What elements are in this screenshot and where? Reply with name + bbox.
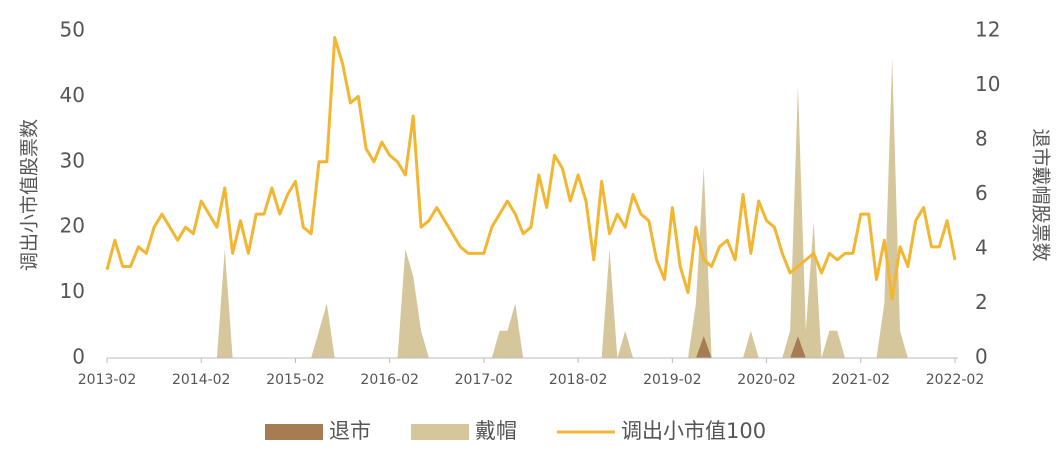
- legend-label: 调出小市值100: [621, 419, 766, 443]
- y2-tick-label: 4: [975, 236, 988, 260]
- x-tick-label: 2017-02: [455, 372, 514, 388]
- x-tick-label: 2022-02: [926, 372, 985, 388]
- y-tick-label: 20: [60, 214, 85, 238]
- area: [107, 58, 955, 358]
- legend-swatch: [265, 424, 323, 440]
- line: [105, 36, 957, 301]
- x-tick-label: 2020-02: [737, 372, 796, 388]
- x-tick-label: 2016-02: [360, 372, 419, 388]
- y-tick-label: 50: [60, 18, 85, 42]
- y2-tick-label: 2: [975, 290, 988, 314]
- y2-tick-label: 6: [975, 181, 988, 205]
- y-tick-label: 0: [72, 345, 85, 369]
- x-tick-label: 2021-02: [832, 372, 891, 388]
- y-axis-label: 调出小市值股票数: [19, 119, 41, 271]
- y-tick-label: 10: [60, 279, 85, 303]
- legend-label: 退市: [329, 419, 371, 443]
- x-tick-label: 2014-02: [172, 372, 231, 388]
- legend-swatch: [411, 424, 469, 440]
- legend-label: 戴帽: [475, 419, 517, 443]
- x-tick-label: 2013-02: [78, 372, 137, 388]
- y2-axis-label: 退市戴帽股票数: [1030, 128, 1052, 261]
- y-tick-label: 40: [60, 83, 85, 107]
- x-tick-label: 2019-02: [643, 372, 702, 388]
- y-tick-label: 30: [60, 148, 85, 172]
- x-tick-label: 2018-02: [549, 372, 608, 388]
- y2-tick-label: 0: [975, 345, 988, 369]
- x-tick-label: 2015-02: [266, 372, 325, 388]
- y2-tick-label: 10: [975, 72, 1000, 96]
- y2-tick-label: 12: [975, 18, 1000, 42]
- y2-tick-label: 8: [975, 127, 988, 151]
